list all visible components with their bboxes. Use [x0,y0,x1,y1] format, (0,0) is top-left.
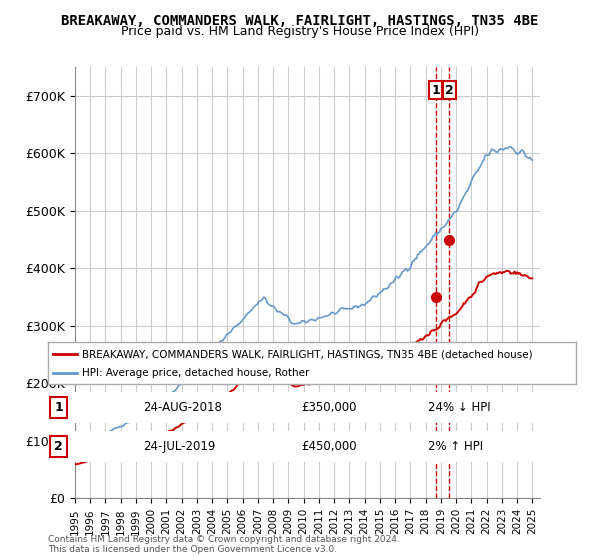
Text: 24-JUL-2019: 24-JUL-2019 [143,440,215,453]
Text: £350,000: £350,000 [301,401,357,414]
Text: £450,000: £450,000 [301,440,357,453]
Text: HPI: Average price, detached house, Rother: HPI: Average price, detached house, Roth… [82,368,310,378]
Text: 24% ↓ HPI: 24% ↓ HPI [428,401,491,414]
Text: 24-AUG-2018: 24-AUG-2018 [143,401,222,414]
Text: BREAKAWAY, COMMANDERS WALK, FAIRLIGHT, HASTINGS, TN35 4BE (detached house): BREAKAWAY, COMMANDERS WALK, FAIRLIGHT, H… [82,349,533,359]
Text: BREAKAWAY, COMMANDERS WALK, FAIRLIGHT, HASTINGS, TN35 4BE: BREAKAWAY, COMMANDERS WALK, FAIRLIGHT, H… [61,14,539,28]
Text: 2% ↑ HPI: 2% ↑ HPI [428,440,483,453]
Text: 1: 1 [54,401,63,414]
Text: Contains HM Land Registry data © Crown copyright and database right 2024.
This d: Contains HM Land Registry data © Crown c… [48,535,400,554]
Text: 2: 2 [54,440,63,453]
Text: Price paid vs. HM Land Registry's House Price Index (HPI): Price paid vs. HM Land Registry's House … [121,25,479,38]
Text: 2: 2 [445,83,454,97]
Text: 1: 1 [431,83,440,97]
